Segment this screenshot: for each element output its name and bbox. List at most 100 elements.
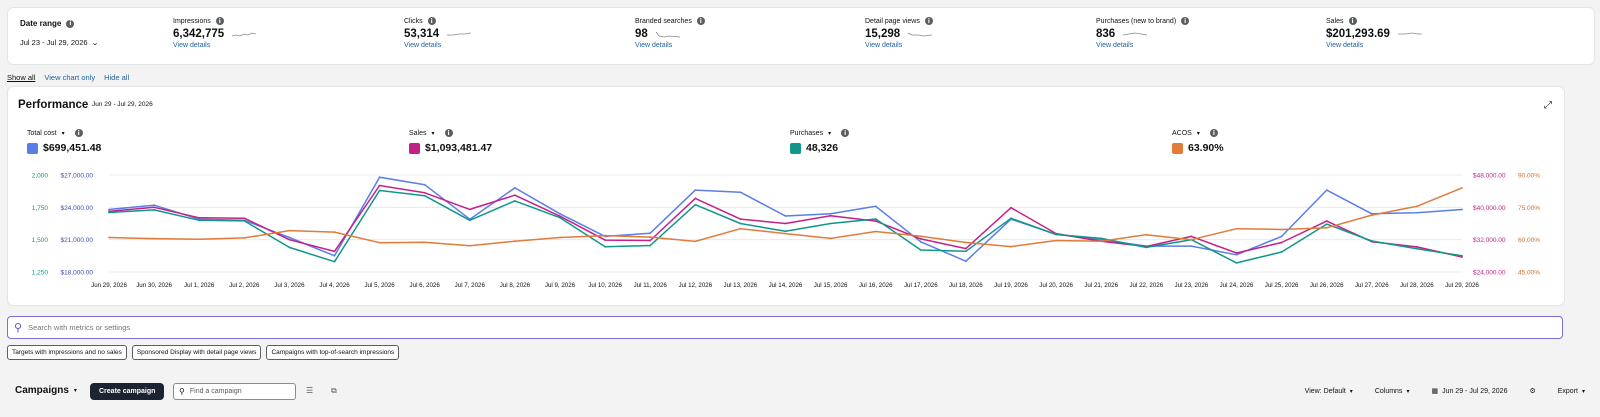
axis-tick-label: $48,000.00 <box>1473 173 1506 180</box>
data-point <box>694 197 697 200</box>
metric-search-bar[interactable]: ⚲ <box>7 316 1563 339</box>
data-point <box>965 250 967 253</box>
data-point <box>1055 239 1057 242</box>
info-icon[interactable]: i <box>696 17 705 25</box>
suggestion-chip[interactable]: Sponsored Display with detail page views <box>131 345 262 360</box>
info-icon[interactable]: i <box>1209 129 1218 137</box>
selector-label[interactable]: ACOS <box>1172 129 1192 137</box>
find-campaign-placeholder[interactable]: Find a campaign <box>189 388 242 395</box>
view-details-link[interactable]: View details <box>1326 42 1364 49</box>
view-details-link[interactable]: View details <box>1096 42 1134 49</box>
data-point <box>514 199 516 202</box>
info-icon[interactable]: i <box>841 129 850 137</box>
color-swatch <box>409 142 420 154</box>
expand-icon[interactable]: ⤢ <box>1544 100 1552 111</box>
chevron-down-icon[interactable]: ▾ <box>1196 129 1200 137</box>
filter-icon[interactable]: ☰ <box>306 386 314 395</box>
axis-tick-label: $24,000.00 <box>60 205 93 212</box>
create-campaign-button[interactable]: Create campaign <box>90 383 165 400</box>
axis-tick-label: $21,000.00 <box>60 237 93 244</box>
data-point <box>784 230 787 233</box>
x-tick-label: Jul 2, 2026 <box>229 282 260 289</box>
selector-label[interactable]: Sales <box>409 129 427 137</box>
export-dropdown[interactable]: Export ▾ <box>1558 388 1585 395</box>
metric-selector-total-cost[interactable]: Total cost ▾ i $699,451.48 <box>27 129 101 154</box>
data-point <box>108 236 110 239</box>
x-tick-label: Jul 6, 2026 <box>410 282 441 289</box>
date-range[interactable]: Date range i Jul 23 - Jul 29, 2026 ⌄ <box>20 19 99 47</box>
columns-label[interactable]: Columns <box>1374 387 1403 395</box>
info-icon[interactable]: i <box>444 129 453 137</box>
export-label[interactable]: Export <box>1557 387 1578 395</box>
view-details-link[interactable]: View details <box>173 42 211 49</box>
metric-value: 53,314 <box>404 28 440 40</box>
chevron-down-icon[interactable]: ▾ <box>1349 387 1353 395</box>
chevron-down-icon[interactable]: ▾ <box>828 129 832 137</box>
hide-all-link[interactable]: Hide all <box>104 73 130 82</box>
metric-selector-acos[interactable]: ACOS ▾ i 63.90% <box>1172 129 1224 154</box>
columns-dropdown[interactable]: Columns ▾ <box>1375 388 1410 395</box>
info-icon[interactable]: i <box>74 129 83 137</box>
color-swatch <box>790 142 801 154</box>
find-campaign-field[interactable]: ⚲ Find a campaign <box>173 383 296 400</box>
chevron-down-icon[interactable]: ▾ <box>1581 387 1585 395</box>
metric-selector-purchases[interactable]: Purchases ▾ i 48,326 <box>790 129 850 154</box>
data-point <box>378 241 381 244</box>
metric-value: 98 <box>635 28 648 40</box>
metric-value: $201,293.69 <box>1326 28 1390 40</box>
view-dropdown[interactable]: View: Default ▾ <box>1305 388 1353 395</box>
info-icon[interactable]: i <box>215 17 224 25</box>
metric-selector-sales[interactable]: Sales ▾ i $1,093,481.47 <box>409 129 492 154</box>
series-line-acos <box>108 187 1463 248</box>
chevron-down-icon[interactable]: ▾ <box>61 129 65 137</box>
info-icon[interactable]: i <box>924 17 933 25</box>
suggestion-chip[interactable]: Targets with impressions and no sales <box>7 345 127 360</box>
axis-tick-label: $32,000.00 <box>1473 237 1506 244</box>
data-point <box>423 241 426 244</box>
settings-icon[interactable]: ⚙ <box>1529 387 1536 395</box>
info-icon[interactable]: i <box>1181 17 1190 25</box>
view-details-link[interactable]: View details <box>404 42 442 49</box>
campaigns-dropdown[interactable]: Campaigns ▾ <box>15 385 77 396</box>
view-details-link[interactable]: View details <box>635 42 673 49</box>
axis-tick-label: $24,000.00 <box>1473 270 1506 277</box>
metric-label: Purchases (new to brand) <box>1096 17 1177 25</box>
info-icon[interactable]: i <box>66 19 75 28</box>
data-point <box>243 220 246 222</box>
sparkline-icon <box>232 32 257 37</box>
copy-icon[interactable]: ⧉ <box>331 386 337 395</box>
data-point <box>784 215 787 217</box>
show-all-link[interactable]: Show all <box>7 73 36 82</box>
suggestion-chip[interactable]: Campaigns with top-of-search impressions <box>266 345 400 360</box>
data-point <box>1325 226 1328 229</box>
color-swatch <box>27 142 38 154</box>
chevron-down-icon[interactable]: ▾ <box>1406 387 1410 395</box>
axis-tick-label: $40,000.00 <box>1473 205 1506 212</box>
data-point <box>739 218 742 220</box>
view-details-link[interactable]: View details <box>865 42 903 49</box>
date-range-value[interactable]: Jul 23 - Jul 29, 2026 <box>20 38 88 47</box>
date-range-picker-value[interactable]: Jun 29 - Jul 29, 2026 <box>1442 387 1508 395</box>
data-point <box>874 220 877 222</box>
campaigns-title[interactable]: Campaigns <box>15 385 69 396</box>
metric-value: 6,342,775 <box>173 28 225 40</box>
chevron-down-icon[interactable]: ⌄ <box>90 38 99 47</box>
metric-search-input[interactable] <box>28 323 629 332</box>
view-label[interactable]: View: Default <box>1304 387 1346 395</box>
info-icon[interactable]: i <box>427 17 436 25</box>
data-point <box>694 240 697 243</box>
metric-purchases-new-to-brand: Purchases (new to brand) i 836 View detai… <box>1096 17 1190 49</box>
view-chart-only-link[interactable]: View chart only <box>44 73 96 82</box>
date-range-picker[interactable]: ▦ Jun 29 - Jul 29, 2026 <box>1431 387 1507 395</box>
chevron-down-icon[interactable]: ▾ <box>73 387 77 394</box>
data-point <box>1145 233 1148 236</box>
selector-label[interactable]: Total cost <box>27 129 57 137</box>
metric-value: 15,298 <box>865 28 901 40</box>
info-icon[interactable]: i <box>1348 17 1357 25</box>
data-point <box>108 208 110 211</box>
selector-label[interactable]: Purchases <box>790 129 824 137</box>
data-point <box>784 232 787 235</box>
data-point <box>829 214 832 217</box>
chevron-down-icon[interactable]: ▾ <box>431 129 435 137</box>
data-point <box>1370 214 1373 216</box>
